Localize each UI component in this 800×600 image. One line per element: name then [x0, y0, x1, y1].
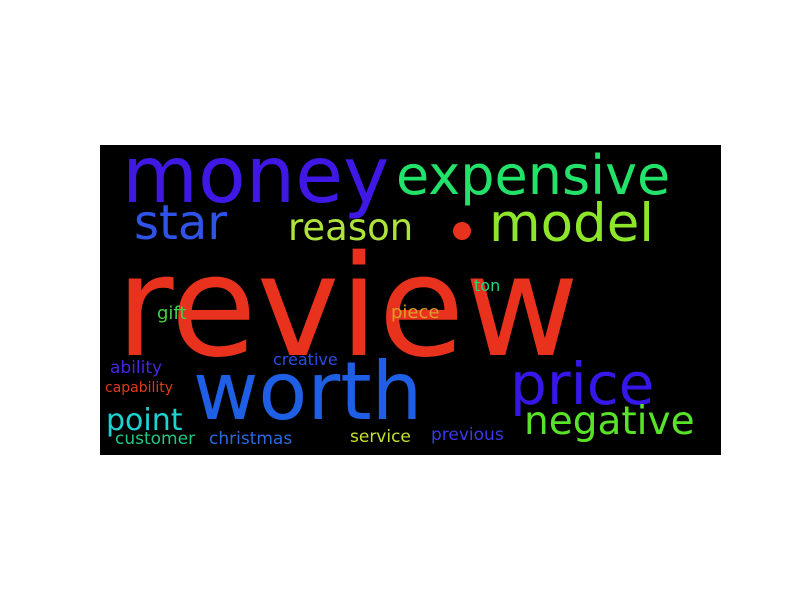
word-capability: capability [105, 380, 174, 396]
word-negative: negative [524, 399, 695, 444]
word-expensive: expensive [396, 145, 671, 207]
word-piece: piece [391, 302, 440, 323]
word-point: point [106, 403, 183, 438]
word-gift: gift [157, 303, 187, 324]
word-money: money [122, 145, 390, 221]
word-reason: reason [288, 206, 414, 249]
word-creative: creative [273, 350, 338, 369]
word-service: service [350, 427, 411, 447]
word-price: price [510, 350, 655, 418]
word-model: model [489, 193, 655, 254]
word-customer: customer [115, 429, 196, 449]
word-cloud: money expensive star reason model review… [100, 145, 721, 455]
word-review: review [116, 226, 579, 389]
word-previous: previous [431, 425, 504, 445]
word-star: star [134, 195, 227, 251]
word-ton: ton [474, 276, 501, 295]
red-dot [453, 222, 471, 240]
word-ability: ability [110, 358, 163, 378]
word-christmas: christmas [209, 429, 293, 449]
word-worth: worth [193, 345, 423, 438]
